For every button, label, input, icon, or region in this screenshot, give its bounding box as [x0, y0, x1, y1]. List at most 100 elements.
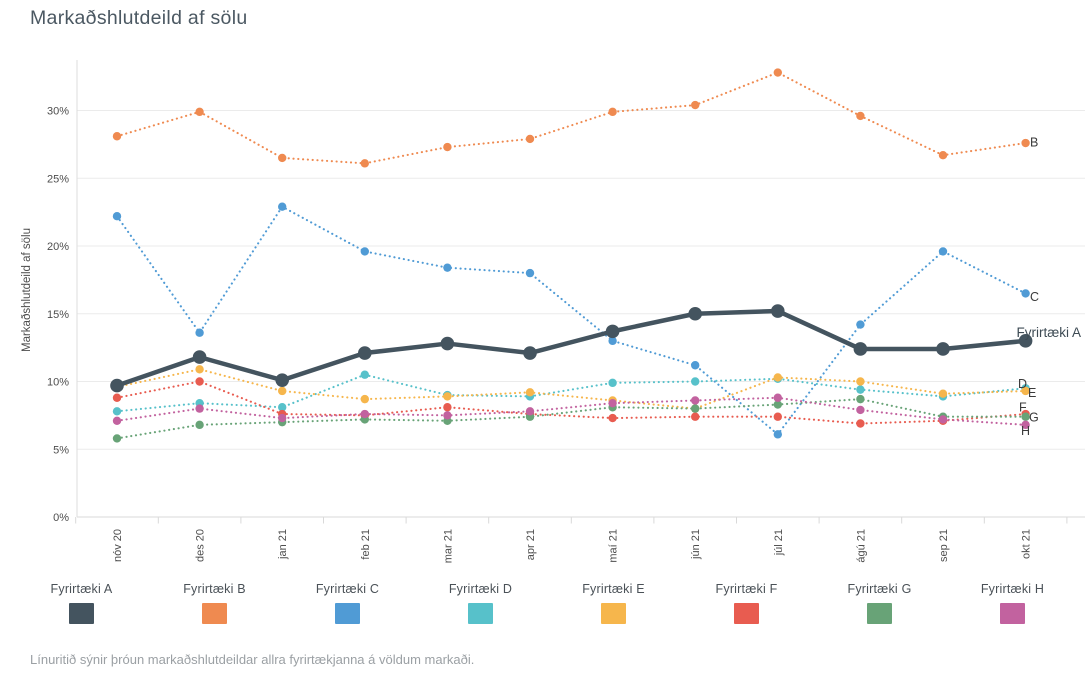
data-point[interactable]	[443, 142, 452, 152]
data-point[interactable]	[856, 111, 865, 121]
data-point[interactable]	[691, 396, 700, 405]
data-point[interactable]	[278, 403, 287, 412]
data-point[interactable]	[112, 393, 122, 402]
data-point[interactable]	[440, 336, 455, 351]
data-point[interactable]	[112, 132, 122, 141]
x-tick-label: feb 21	[360, 529, 372, 560]
data-point[interactable]	[112, 211, 122, 221]
data-point[interactable]	[1021, 420, 1030, 430]
data-point[interactable]	[938, 247, 948, 256]
data-point[interactable]	[195, 365, 204, 374]
data-point[interactable]	[443, 411, 452, 420]
series-line	[115, 380, 1027, 425]
data-point[interactable]	[691, 412, 700, 421]
data-point[interactable]	[773, 430, 782, 439]
legend-item-fyrirt-ki-c[interactable]: Fyrirtæki C	[281, 582, 414, 624]
data-point[interactable]	[856, 377, 865, 386]
data-point[interactable]	[1018, 334, 1033, 348]
series-line	[115, 398, 1027, 440]
data-point[interactable]	[192, 350, 207, 364]
data-point[interactable]	[938, 415, 948, 424]
legend-label: Fyrirtæki D	[448, 582, 513, 596]
data-point[interactable]	[443, 392, 452, 401]
data-point[interactable]	[856, 320, 865, 329]
legend-item-fyrirt-ki-e[interactable]: Fyrirtæki E	[547, 582, 680, 624]
data-point[interactable]	[773, 373, 782, 382]
data-point[interactable]	[608, 413, 617, 423]
legend-item-fyrirt-ki-f[interactable]: Fyrirtæki F	[680, 582, 813, 624]
legend-label: Fyrirtæki A	[50, 582, 113, 596]
data-point[interactable]	[112, 434, 122, 443]
x-tick-label: maí 21	[608, 529, 620, 563]
legend-swatch	[601, 603, 626, 624]
data-point[interactable]	[195, 377, 204, 386]
data-point[interactable]	[360, 409, 369, 419]
data-point[interactable]	[278, 202, 287, 211]
data-point[interactable]	[605, 324, 620, 339]
legend-item-fyrirt-ki-b[interactable]: Fyrirtæki B	[148, 582, 281, 624]
data-point[interactable]	[195, 107, 204, 117]
data-point[interactable]	[938, 151, 948, 160]
data-point[interactable]	[275, 373, 290, 387]
data-point[interactable]	[773, 68, 782, 77]
legend-item-fyrirt-ki-a[interactable]: Fyrirtæki A	[15, 582, 148, 624]
data-point[interactable]	[195, 328, 204, 337]
data-point[interactable]	[443, 403, 452, 412]
data-point[interactable]	[856, 405, 865, 415]
data-point[interactable]	[853, 342, 868, 356]
legend-item-fyrirt-ki-g[interactable]: Fyrirtæki G	[813, 582, 946, 624]
data-point[interactable]	[773, 412, 782, 421]
data-point[interactable]	[691, 377, 700, 386]
data-point[interactable]	[360, 394, 369, 404]
series-fyrirt-ki-h	[112, 393, 1030, 430]
data-point[interactable]	[358, 346, 372, 360]
data-point[interactable]	[525, 388, 535, 397]
line-chart: Markaðshlutdeild af sölu 0% 5% 10% 15% 20% 25…	[21, 60, 1085, 563]
data-point[interactable]	[195, 404, 204, 413]
data-point[interactable]	[608, 398, 617, 408]
data-point[interactable]	[278, 153, 287, 163]
data-point[interactable]	[525, 407, 535, 416]
legend-item-fyrirt-ki-h[interactable]: Fyrirtæki H	[946, 582, 1079, 624]
data-point[interactable]	[525, 268, 535, 278]
data-point[interactable]	[856, 419, 865, 428]
legend-item-fyrirt-ki-d[interactable]: Fyrirtæki D	[414, 582, 547, 624]
data-point[interactable]	[360, 159, 369, 168]
data-point[interactable]	[608, 336, 617, 346]
data-point[interactable]	[1021, 412, 1030, 421]
data-point[interactable]	[1021, 289, 1030, 298]
data-point[interactable]	[691, 100, 700, 110]
series-end-label: B	[1030, 136, 1038, 150]
data-point[interactable]	[771, 304, 785, 318]
data-point[interactable]	[773, 400, 782, 409]
data-point[interactable]	[525, 134, 535, 144]
data-point[interactable]	[443, 263, 452, 272]
data-point[interactable]	[1021, 138, 1030, 148]
y-tick-label: 0%	[53, 512, 69, 524]
data-point[interactable]	[360, 247, 369, 256]
data-point[interactable]	[112, 407, 122, 416]
data-point[interactable]	[608, 378, 617, 388]
legend-label: Fyrirtæki B	[183, 582, 246, 596]
data-point[interactable]	[110, 378, 124, 393]
legend-label: Fyrirtæki G	[847, 582, 912, 596]
data-point[interactable]	[360, 370, 369, 379]
data-point[interactable]	[1021, 386, 1030, 396]
data-point[interactable]	[773, 393, 782, 402]
data-point[interactable]	[856, 385, 865, 394]
data-point[interactable]	[936, 342, 950, 356]
data-point[interactable]	[856, 394, 865, 404]
data-point[interactable]	[278, 386, 287, 396]
data-point[interactable]	[278, 413, 287, 423]
data-point[interactable]	[523, 346, 537, 360]
data-point[interactable]	[691, 404, 700, 413]
legend-swatch	[202, 603, 227, 624]
data-point[interactable]	[112, 416, 122, 425]
data-point[interactable]	[195, 420, 204, 430]
data-point[interactable]	[691, 361, 700, 370]
data-point[interactable]	[938, 389, 948, 398]
data-point[interactable]	[608, 107, 617, 117]
data-point[interactable]	[688, 306, 702, 321]
legend-label: Fyrirtæki H	[980, 582, 1045, 596]
x-tick-label: ágú 21	[855, 529, 867, 563]
